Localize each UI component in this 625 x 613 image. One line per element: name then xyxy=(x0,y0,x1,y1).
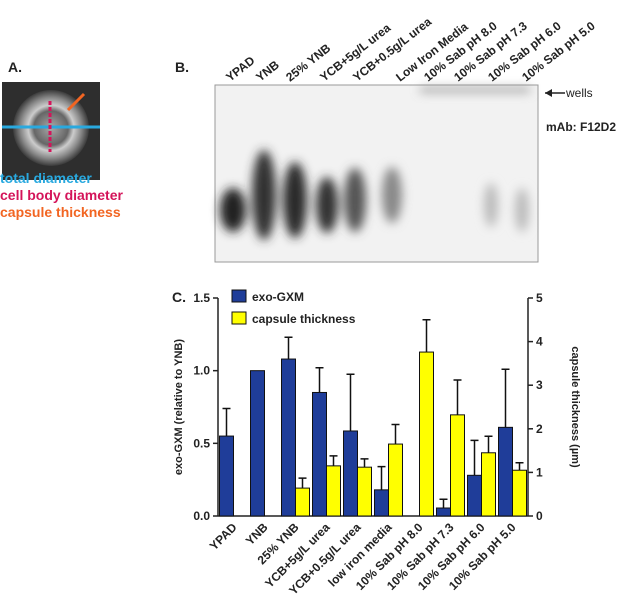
y2-tick-label: 5 xyxy=(536,291,543,305)
bar xyxy=(498,426,513,517)
y2-axis-label: capsule thickness (µm) xyxy=(569,346,581,468)
bar xyxy=(450,414,465,517)
legend-label: total diameter xyxy=(0,170,92,186)
chart: C. 0.0 0.5 1.0 1.5 0 1 2 3 4 5 exo-GXM (relative to… xyxy=(172,289,581,598)
bar xyxy=(219,435,234,517)
bar xyxy=(436,507,451,517)
y2-tick-label: 2 xyxy=(536,422,543,436)
panel-label: B. xyxy=(175,59,189,75)
bar xyxy=(512,469,527,517)
y-axis-label: exo-GXM (relative to YNB) xyxy=(173,339,185,475)
legend-label: capsule thickness xyxy=(0,204,121,220)
bar xyxy=(388,443,403,517)
bar xyxy=(357,466,372,517)
y2-tick-label: 4 xyxy=(536,335,543,349)
gel-bands xyxy=(220,88,530,240)
error-bar xyxy=(222,407,231,437)
error-bar xyxy=(391,423,400,445)
y-tick-label: 0.5 xyxy=(193,436,210,450)
arrow-head xyxy=(545,89,552,97)
bar xyxy=(326,465,341,517)
capsule-line xyxy=(66,92,86,112)
error-bar xyxy=(284,336,293,360)
error-bar xyxy=(422,319,431,353)
legend-label: exo-GXM xyxy=(252,290,304,304)
legend-swatch xyxy=(231,311,247,325)
bar xyxy=(481,452,496,517)
error-bar xyxy=(484,435,493,453)
error-bar xyxy=(315,367,324,393)
error-bar xyxy=(298,477,307,489)
x-tick-label: YPAD xyxy=(207,520,240,553)
bar xyxy=(250,370,265,517)
y2-tick-label: 3 xyxy=(536,378,543,392)
error-bar xyxy=(501,368,510,428)
panel-label: A. xyxy=(8,59,22,75)
y-tick-label: 1.5 xyxy=(193,291,210,305)
legend-label: cell body diameter xyxy=(0,187,123,203)
wells-label: wells xyxy=(565,86,593,100)
bar xyxy=(374,489,389,517)
error-bar xyxy=(439,498,448,509)
y2-tick-label: 1 xyxy=(536,465,543,479)
antibody-label: mAb: F12D2 xyxy=(546,120,616,134)
y2-tick-label: 0 xyxy=(536,509,543,523)
bar xyxy=(281,358,296,517)
bar xyxy=(312,391,327,517)
legend-swatch xyxy=(231,289,247,303)
x-tick-label: YNB xyxy=(243,520,271,548)
bar xyxy=(467,474,482,517)
error-bar xyxy=(377,465,386,490)
error-bar xyxy=(453,379,462,415)
y-tick-label: 0.0 xyxy=(193,509,210,523)
error-bar xyxy=(515,462,524,471)
panel-label: C. xyxy=(172,289,186,305)
lane-label: YPAD xyxy=(223,53,257,84)
error-bar xyxy=(329,455,338,466)
bar xyxy=(295,487,310,517)
error-bar xyxy=(360,458,369,468)
bar xyxy=(343,430,358,517)
legend-label: capsule thickness xyxy=(252,312,356,326)
error-bar xyxy=(346,373,355,431)
y-tick-label: 1.0 xyxy=(193,364,210,378)
error-bar xyxy=(470,439,479,476)
bar xyxy=(419,351,434,517)
lane-label: YNB xyxy=(253,58,282,85)
